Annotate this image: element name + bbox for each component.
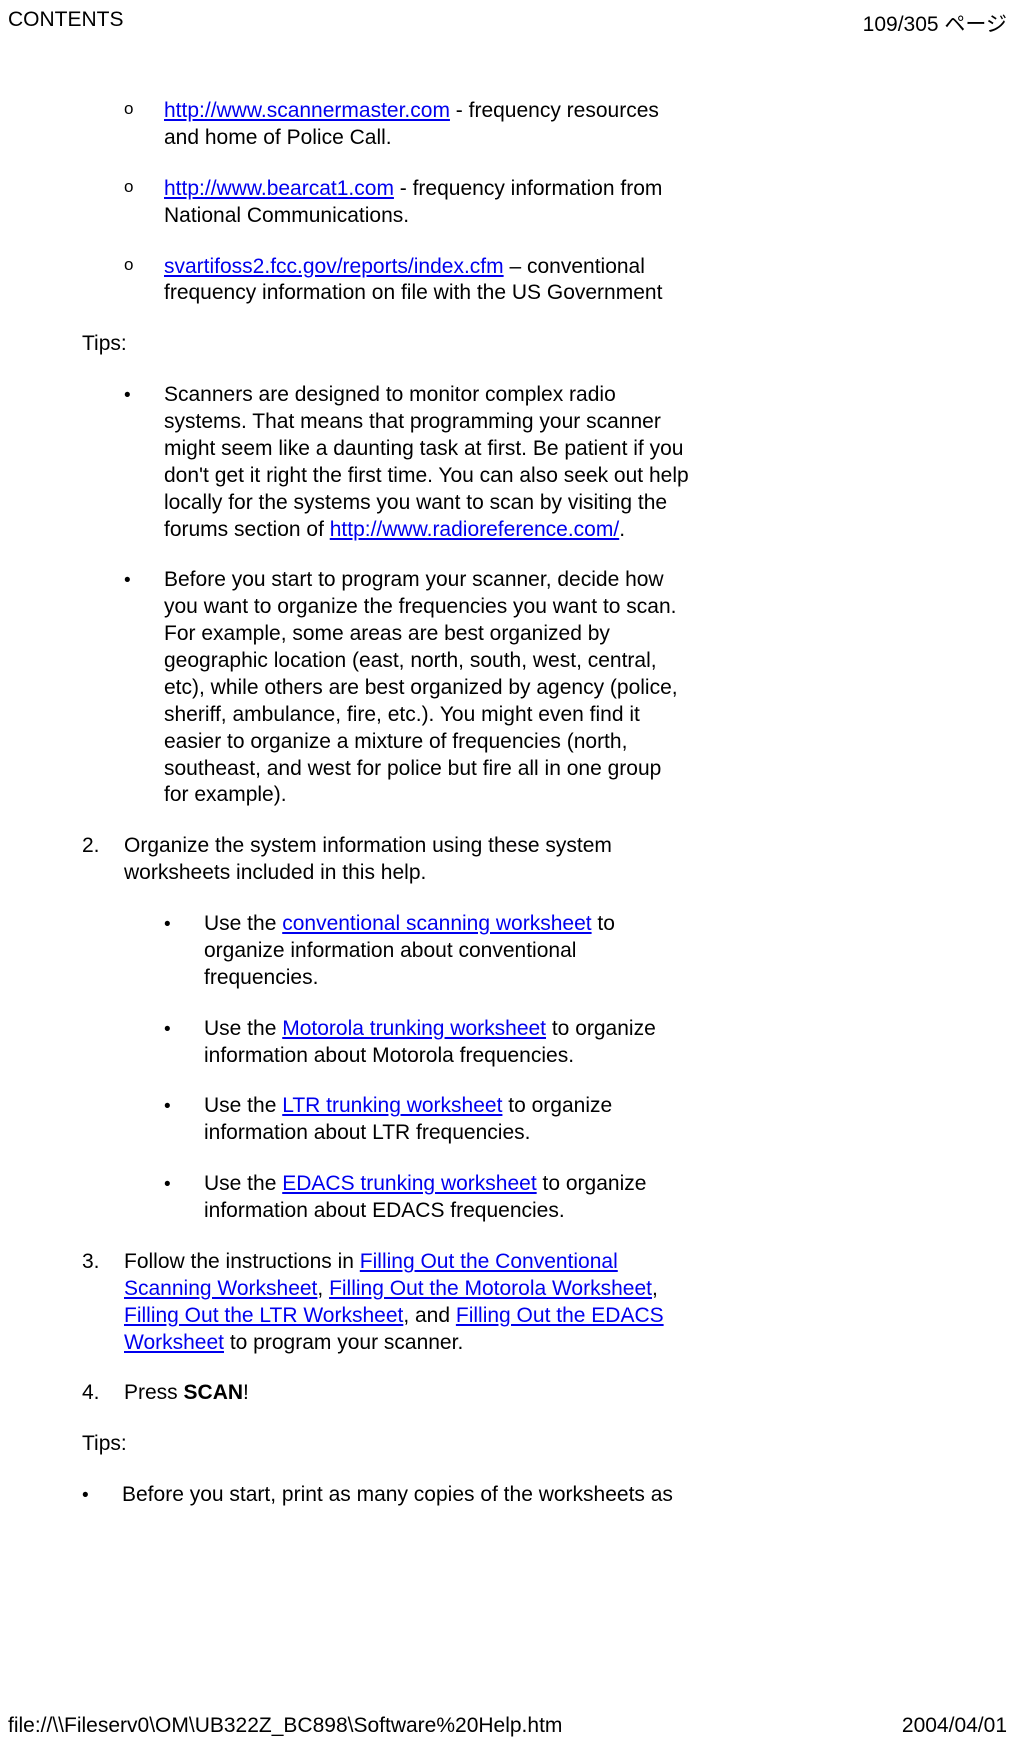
number-marker: 4. — [82, 1380, 124, 1407]
bullet-marker — [164, 1093, 204, 1147]
item-text: Follow the instructions in Filling Out t… — [124, 1249, 690, 1357]
item-text: Use the LTR trunking worksheet to organi… — [204, 1093, 690, 1147]
list-item: o http://www.scannermaster.com - frequen… — [124, 98, 690, 152]
item-text: Organize the system information using th… — [124, 833, 690, 887]
list-item: Use the EDACS trunking worksheet to orga… — [164, 1171, 690, 1225]
motorola-ws-link[interactable]: Motorola trunking worksheet — [282, 1017, 546, 1040]
footer-path: file://\\Fileserv0\OM\UB322Z_BC898\Softw… — [8, 1714, 562, 1738]
list-item: Use the conventional scanning worksheet … — [164, 911, 690, 992]
list-item: Use the Motorola trunking worksheet to o… — [164, 1016, 690, 1070]
list-item: Use the LTR trunking worksheet to organi… — [164, 1093, 690, 1147]
list-item: o svartifoss2.fcc.gov/reports/index.cfm … — [124, 254, 690, 308]
bearcat-link[interactable]: http://www.bearcat1.com — [164, 177, 394, 200]
ltr-ws-link[interactable]: LTR trunking worksheet — [282, 1094, 502, 1117]
tips-heading: Tips: — [82, 331, 690, 358]
item-text: http://www.scannermaster.com - frequency… — [164, 98, 690, 152]
number-marker: 2. — [82, 833, 124, 887]
bullet-marker — [164, 1016, 204, 1070]
number-marker: 3. — [82, 1249, 124, 1357]
header-title: CONTENTS — [8, 8, 124, 38]
item-text: http://www.bearcat1.com - frequency info… — [164, 176, 690, 230]
footer-date: 2004/04/01 — [902, 1714, 1007, 1738]
list-item: o http://www.bearcat1.com - frequency in… — [124, 176, 690, 230]
circle-marker: o — [124, 176, 164, 230]
page-indicator: 109/305 ページ — [863, 8, 1007, 38]
item-text: Before you start to program your scanner… — [164, 567, 690, 809]
bullet-marker — [124, 382, 164, 543]
bullet-marker — [82, 1482, 122, 1509]
list-item: Before you start, print as many copies o… — [82, 1482, 690, 1509]
conventional-ws-link[interactable]: conventional scanning worksheet — [282, 912, 591, 935]
item-text: Use the Motorola trunking worksheet to o… — [204, 1016, 690, 1070]
circle-marker: o — [124, 98, 164, 152]
item-text: Before you start, print as many copies o… — [122, 1482, 690, 1509]
item-text: svartifoss2.fcc.gov/reports/index.cfm – … — [164, 254, 690, 308]
numbered-item: 2. Organize the system information using… — [82, 833, 690, 887]
scan-label: SCAN — [184, 1381, 244, 1404]
document-body: o http://www.scannermaster.com - frequen… — [0, 38, 730, 1509]
numbered-item: 4. Press SCAN! — [82, 1380, 690, 1407]
bullet-marker — [164, 911, 204, 992]
svartifoss-link[interactable]: svartifoss2.fcc.gov/reports/index.cfm — [164, 255, 504, 278]
item-text: Use the conventional scanning worksheet … — [204, 911, 690, 992]
list-item: Before you start to program your scanner… — [124, 567, 690, 809]
fill-ltr-link[interactable]: Filling Out the LTR Worksheet — [124, 1304, 403, 1327]
circle-marker: o — [124, 254, 164, 308]
scannermaster-link[interactable]: http://www.scannermaster.com — [164, 99, 450, 122]
fill-motorola-link[interactable]: Filling Out the Motorola Worksheet — [329, 1277, 652, 1300]
item-text: Use the EDACS trunking worksheet to orga… — [204, 1171, 690, 1225]
bullet-marker — [164, 1171, 204, 1225]
edacs-ws-link[interactable]: EDACS trunking worksheet — [282, 1172, 536, 1195]
tips-heading: Tips: — [82, 1431, 690, 1458]
radioreference-link[interactable]: http://www.radioreference.com/ — [330, 518, 619, 541]
list-item: Scanners are designed to monitor complex… — [124, 382, 690, 543]
item-text: Scanners are designed to monitor complex… — [164, 382, 690, 543]
numbered-item: 3. Follow the instructions in Filling Ou… — [82, 1249, 690, 1357]
item-text: Press SCAN! — [124, 1380, 690, 1407]
bullet-marker — [124, 567, 164, 809]
